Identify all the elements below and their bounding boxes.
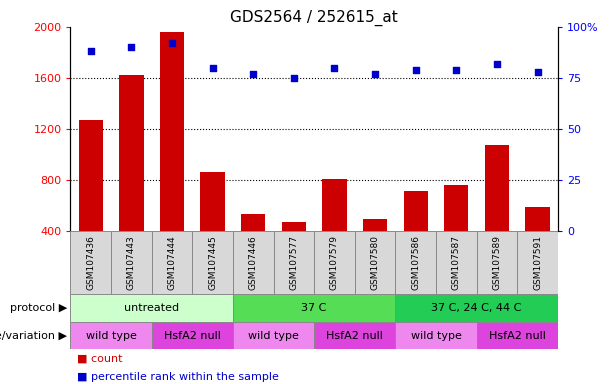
Bar (395, 231, 436, 294)
Text: GSM107589: GSM107589 (492, 235, 501, 290)
Text: HsfA2 null: HsfA2 null (164, 331, 221, 341)
Bar (119, 75, 143, 282)
Point (289, 75, 299, 81)
Text: protocol ▶: protocol ▶ (10, 303, 67, 313)
Text: genotype/variation ▶: genotype/variation ▶ (0, 331, 67, 341)
Text: GSM107443: GSM107443 (127, 235, 136, 290)
Bar (192, 231, 233, 294)
Point (533, 69, 543, 75)
Point (167, 40, 177, 46)
Bar (477, 322, 558, 349)
Text: GSM107444: GSM107444 (167, 235, 177, 290)
Bar (152, 322, 233, 349)
Point (248, 71, 258, 77)
Bar (355, 231, 395, 294)
Bar (70, 294, 233, 322)
Bar (403, 191, 428, 282)
Text: wild type: wild type (86, 331, 137, 341)
Text: GSM107446: GSM107446 (249, 235, 257, 290)
Bar (517, 231, 558, 294)
Bar (525, 207, 550, 282)
Bar (363, 219, 387, 282)
Bar (436, 231, 477, 294)
Bar (395, 322, 477, 349)
Text: ■ count: ■ count (77, 353, 122, 363)
Point (492, 61, 502, 67)
Text: HsfA2 null: HsfA2 null (326, 331, 383, 341)
Bar (152, 231, 192, 294)
Text: wild type: wild type (248, 331, 299, 341)
Bar (70, 322, 152, 349)
Text: GSM107580: GSM107580 (371, 235, 379, 290)
Bar (282, 222, 306, 282)
Bar (78, 120, 103, 282)
Bar (273, 231, 314, 294)
Text: untreated: untreated (124, 303, 179, 313)
Point (208, 65, 218, 71)
Text: GSM107436: GSM107436 (86, 235, 95, 290)
Text: GSM107587: GSM107587 (452, 235, 461, 290)
Point (451, 67, 461, 73)
Point (370, 71, 380, 77)
Text: 37 C: 37 C (302, 303, 327, 313)
Text: GSM107586: GSM107586 (411, 235, 420, 290)
Bar (314, 231, 355, 294)
Text: HsfA2 null: HsfA2 null (489, 331, 546, 341)
Point (411, 67, 421, 73)
Bar (477, 231, 517, 294)
Text: GSM107577: GSM107577 (289, 235, 299, 290)
Text: GSM107445: GSM107445 (208, 235, 217, 290)
Point (126, 44, 136, 50)
Bar (444, 185, 468, 282)
Point (86, 48, 96, 55)
Text: GSM107591: GSM107591 (533, 235, 542, 290)
Bar (200, 172, 225, 282)
Point (330, 65, 340, 71)
Bar (233, 294, 395, 322)
Bar (241, 214, 265, 282)
Bar (233, 231, 273, 294)
Bar (70, 231, 111, 294)
Bar (395, 294, 558, 322)
Bar (111, 231, 152, 294)
Bar (160, 32, 184, 282)
Title: GDS2564 / 252615_at: GDS2564 / 252615_at (230, 9, 398, 25)
Bar (485, 146, 509, 282)
Text: ■ percentile rank within the sample: ■ percentile rank within the sample (77, 372, 278, 382)
Bar (322, 179, 347, 282)
Bar (314, 322, 395, 349)
Bar (233, 322, 314, 349)
Text: wild type: wild type (411, 331, 462, 341)
Text: 37 C, 24 C, 44 C: 37 C, 24 C, 44 C (432, 303, 522, 313)
Text: GSM107579: GSM107579 (330, 235, 339, 290)
